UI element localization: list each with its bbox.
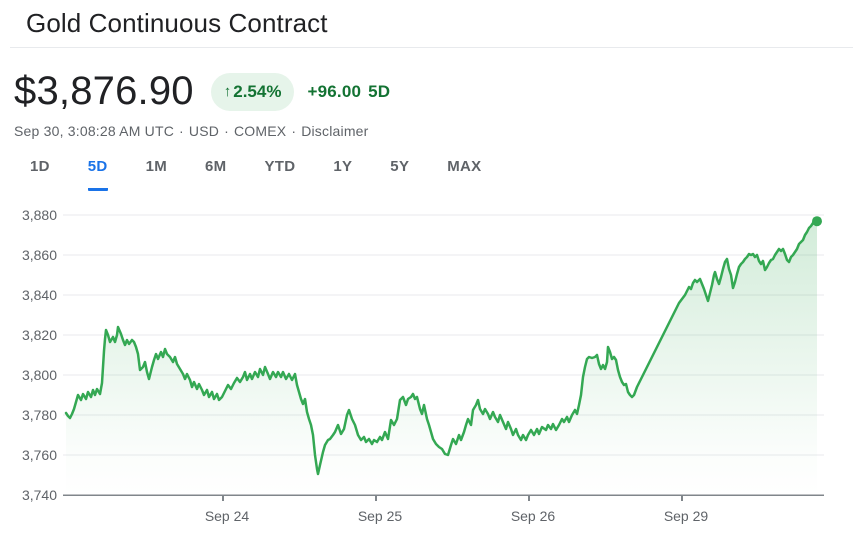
x-axis-label: Sep 25 (358, 508, 403, 524)
meta-separator: · (291, 123, 297, 139)
page-title: Gold Continuous Contract (26, 8, 328, 38)
tab-1m[interactable]: 1M (146, 156, 167, 191)
price-line (64, 219, 819, 476)
x-axis-label: Sep 29 (664, 508, 709, 524)
header: Gold Continuous Contract (0, 0, 861, 39)
price-chart[interactable]: 3,740 3,760 3,780 3,800 3,820 3,840 3,860 3,880… (0, 192, 861, 546)
tab-6m[interactable]: 6M (205, 156, 226, 191)
change-period: 5D (368, 81, 391, 101)
change-value: +96.00 (307, 81, 362, 101)
y-axis-labels: 3,740 3,760 3,780 3,800 3,820 3,840 3,860 3,880 (22, 207, 57, 503)
y-axis-label: 3,800 (22, 367, 57, 383)
y-axis-label: 3,760 (22, 447, 57, 463)
x-axis-label: Sep 26 (511, 508, 556, 524)
quote-meta: Sep 30, 3:08:28 AM UTC · USD · COMEX · Disclai… (0, 123, 861, 139)
change-percent-badge: ↑ 2.54% (210, 72, 295, 111)
change-amount: +96.00 5D (307, 82, 390, 102)
y-axis-label: 3,740 (22, 487, 57, 503)
tab-max[interactable]: MAX (447, 156, 481, 191)
x-axis-labels: Sep 24 Sep 25 Sep 26 Sep 29 (205, 496, 709, 524)
meta-item: Sep 30, 3:08:28 AM UTC (14, 123, 175, 139)
current-price: $3,876.90 (14, 69, 194, 113)
x-axis-label: Sep 24 (205, 508, 250, 524)
header-divider (10, 47, 853, 48)
disclaimer-link[interactable]: Disclaimer (301, 123, 369, 139)
tab-1y[interactable]: 1Y (333, 156, 352, 191)
tab-5d[interactable]: 5D (87, 156, 108, 191)
y-axis-label: 3,820 (22, 327, 57, 343)
y-axis-label: 3,880 (22, 207, 57, 223)
chart-container: 3,740 3,760 3,780 3,800 3,820 3,840 3,860 3,880… (0, 192, 861, 549)
tab-5y[interactable]: 5Y (390, 156, 409, 191)
meta-item: USD (188, 123, 220, 139)
change-percent: 2.54% (233, 81, 282, 101)
meta-item: COMEX (233, 123, 287, 139)
last-price-dot (812, 216, 822, 227)
range-tabs: 1D 5D 1M 6M YTD 1Y 5Y MAX (0, 156, 861, 191)
meta-separator: · (179, 123, 184, 139)
up-arrow-icon: ↑ (223, 83, 232, 100)
meta-separator: · (224, 123, 229, 139)
tab-1d[interactable]: 1D (30, 156, 50, 191)
y-axis-label: 3,860 (22, 247, 57, 263)
y-axis-label: 3,840 (22, 287, 57, 303)
price-area-fill (66, 221, 817, 495)
y-axis-label: 3,780 (22, 407, 57, 423)
tab-ytd[interactable]: YTD (264, 156, 295, 191)
quote-row: $3,876.90 ↑ 2.54% +96.00 5D (0, 69, 861, 114)
